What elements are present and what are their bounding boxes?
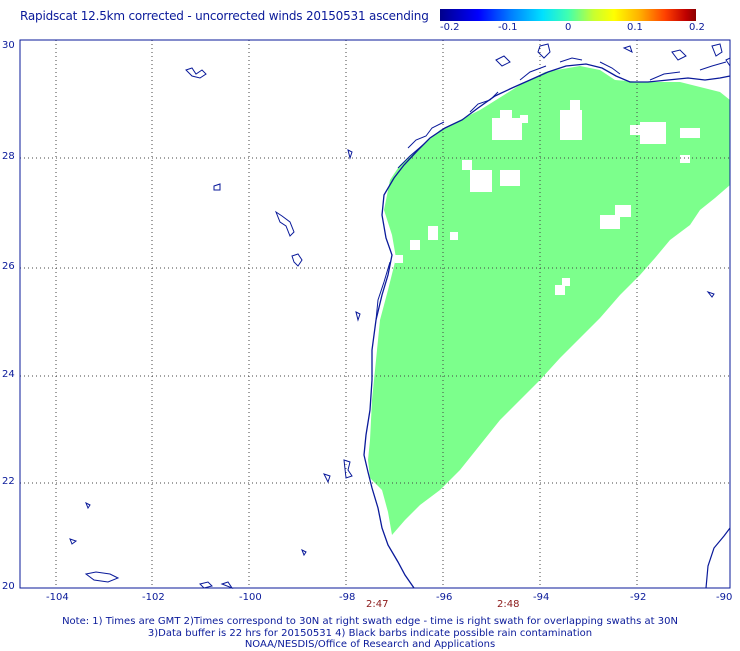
barrier-islands bbox=[375, 61, 727, 321]
gulf-coastline bbox=[363, 63, 731, 589]
lat-label-28: 28 bbox=[2, 151, 15, 162]
swath-time-right: 2:48 bbox=[497, 599, 520, 610]
lon-label-90: -90 bbox=[716, 592, 733, 603]
swath-time-left: 2:47 bbox=[366, 599, 389, 610]
lon-label-98: -98 bbox=[339, 592, 356, 603]
colorbar-tick-max: 0.2 bbox=[689, 22, 705, 33]
lon-label-96: -96 bbox=[436, 592, 453, 603]
lon-label-94: -94 bbox=[533, 592, 550, 603]
lat-label-22: 22 bbox=[2, 476, 15, 487]
colorbar-tick-zero: 0 bbox=[565, 22, 572, 33]
bay-outline-1 bbox=[407, 57, 583, 149]
plot-frame bbox=[19, 39, 731, 589]
swath-area bbox=[368, 66, 730, 535]
colorbar bbox=[440, 9, 696, 21]
colorbar-tick-min: -0.2 bbox=[440, 22, 460, 33]
colorbar-tick-pos: 0.1 bbox=[627, 22, 643, 33]
swath-gaps bbox=[395, 100, 700, 295]
lat-label-24: 24 bbox=[2, 369, 15, 380]
lat-lon-grid bbox=[20, 40, 730, 588]
note-line-1: Note: 1) Times are GMT 2)Times correspon… bbox=[62, 616, 678, 627]
inland-lakes bbox=[69, 43, 731, 590]
lon-label-92: -92 bbox=[630, 592, 647, 603]
footnotes: Note: 1) Times are GMT 2)Times correspon… bbox=[0, 616, 740, 651]
map-title: Rapidscat 12.5km corrected - uncorrected… bbox=[20, 9, 429, 23]
colorbar-tick-neg: -0.1 bbox=[498, 22, 518, 33]
lat-label-30: 30 bbox=[2, 40, 15, 51]
note-line-2: 3)Data buffer is 22 hrs for 20150531 4) … bbox=[147, 627, 593, 639]
lat-label-20: 20 bbox=[2, 581, 15, 592]
lat-label-26: 26 bbox=[2, 261, 15, 272]
mexico-coast-east bbox=[705, 527, 731, 589]
lon-label-104: -104 bbox=[46, 592, 69, 603]
lon-label-100: -100 bbox=[239, 592, 262, 603]
lon-label-102: -102 bbox=[142, 592, 165, 603]
note-line-3: NOAA/NESDIS/Office of Research and Appli… bbox=[244, 639, 496, 650]
